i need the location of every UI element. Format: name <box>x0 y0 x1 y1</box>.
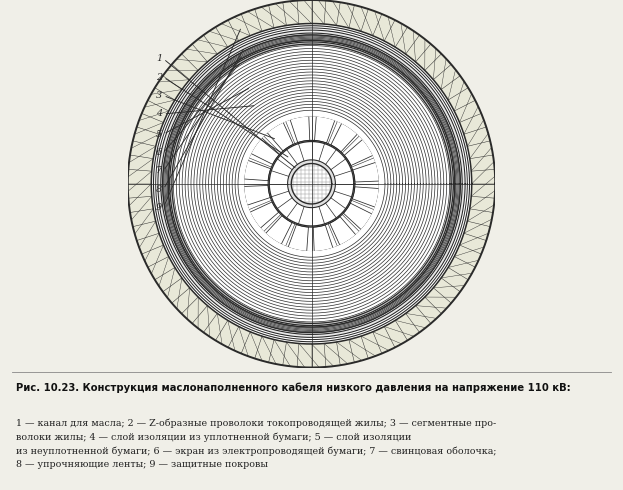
Polygon shape <box>173 46 450 322</box>
Text: 4: 4 <box>156 109 162 119</box>
Polygon shape <box>353 162 379 182</box>
Polygon shape <box>352 187 379 207</box>
Polygon shape <box>345 139 373 166</box>
Text: 6: 6 <box>156 148 162 157</box>
Polygon shape <box>343 203 373 230</box>
Text: 7: 7 <box>156 167 162 175</box>
Polygon shape <box>128 0 495 368</box>
Polygon shape <box>265 216 292 245</box>
Text: Рис. 10.23. Конструкция маслонаполненного кабеля низкого давления на напряжение : Рис. 10.23. Конструкция маслонаполненног… <box>16 382 570 392</box>
Polygon shape <box>288 224 308 251</box>
Polygon shape <box>169 42 454 325</box>
Text: 3: 3 <box>156 91 162 100</box>
Polygon shape <box>244 186 270 205</box>
Polygon shape <box>158 30 465 337</box>
Polygon shape <box>151 24 472 344</box>
Polygon shape <box>163 35 460 333</box>
Polygon shape <box>313 225 333 252</box>
Polygon shape <box>292 164 331 204</box>
Polygon shape <box>268 141 355 227</box>
Text: 2: 2 <box>156 73 162 82</box>
Polygon shape <box>158 30 465 337</box>
Polygon shape <box>331 123 358 152</box>
Text: 9: 9 <box>156 203 162 212</box>
Polygon shape <box>153 26 470 342</box>
Polygon shape <box>290 116 310 143</box>
Polygon shape <box>269 142 354 226</box>
Text: 8: 8 <box>156 185 162 194</box>
Polygon shape <box>330 217 356 245</box>
Text: 5: 5 <box>156 130 162 139</box>
Polygon shape <box>288 160 335 208</box>
Polygon shape <box>244 160 271 181</box>
Text: 1: 1 <box>156 54 162 63</box>
Polygon shape <box>244 116 379 252</box>
Polygon shape <box>267 122 293 151</box>
Polygon shape <box>315 116 335 143</box>
Polygon shape <box>250 138 280 164</box>
Polygon shape <box>250 202 278 228</box>
Text: 1 — канал для масла; 2 — Z-образные проволоки токопроводящей жилы; 3 — сегментны: 1 — канал для масла; 2 — Z-образные пров… <box>16 419 496 468</box>
